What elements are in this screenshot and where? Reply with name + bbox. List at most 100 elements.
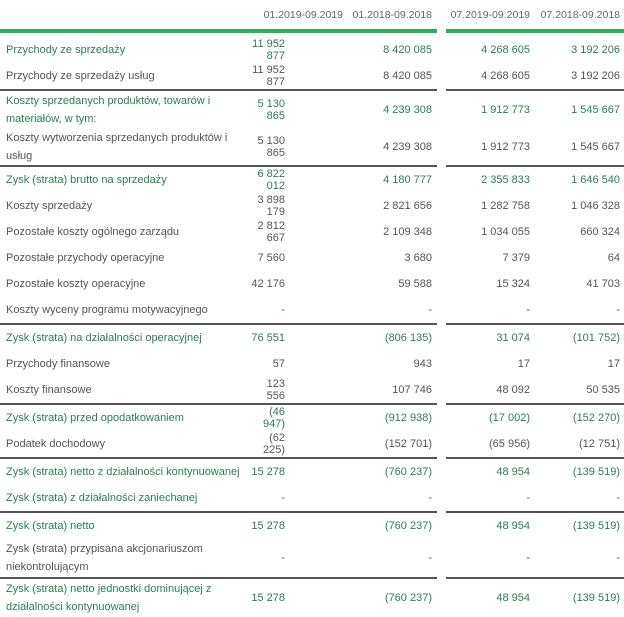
value-cell: -	[446, 297, 533, 325]
value-cell: (912 938)	[384, 412, 432, 424]
value-cell: (17 002)	[489, 412, 530, 424]
value-cell: 48 092	[446, 377, 533, 405]
value-cell: 8 420 085	[383, 44, 432, 56]
table-row: Koszty sprzedanych produktów, towarów i …	[0, 90, 624, 129]
table-row: Przychody ze sprzedaży usług 11 952 877 8 …	[0, 63, 624, 91]
value-cell: 50 535	[533, 377, 624, 405]
value-cell: (62 225)	[250, 431, 345, 459]
column-header: 01.2018-09.2018	[345, 0, 437, 33]
row-label: Pozostałe przychody operacyjne	[6, 252, 165, 264]
value-cell: (139 519)	[572, 520, 620, 532]
value-cell: 8 420 085	[345, 63, 437, 91]
row-label: Zysk (strata) netto	[6, 520, 95, 532]
value-cell: (46 947)	[262, 406, 285, 430]
value-cell: (139 519)	[572, 592, 620, 604]
value-cell: (760 237)	[384, 520, 432, 532]
row-label: Zysk (strata) netto z działalności konty…	[6, 466, 240, 478]
row-label: Zysk (strata) na działalności operacyjne…	[6, 332, 202, 344]
row-label: Zysk (strata) brutto na sprzedaży	[6, 174, 167, 186]
value-cell: 11 952 877	[252, 38, 285, 62]
value-cell: 4 180 777	[383, 174, 432, 186]
value-cell: 6 822 012	[257, 168, 285, 192]
value-cell: 15 278	[251, 592, 285, 604]
value-cell: 64	[607, 252, 620, 264]
value-cell: 48 954	[496, 520, 530, 532]
value-cell: 4 268 605	[446, 63, 533, 91]
value-cell: 31 074	[496, 332, 530, 344]
value-cell: -	[533, 297, 624, 325]
table-row: Przychody ze sprzedaży 11 952 877 8 420 08…	[0, 31, 624, 63]
value-cell: 7 379	[502, 252, 530, 264]
value-cell: 15 278	[251, 520, 285, 532]
table-row: Pozostałe koszty operacyjne 42 176 59 588 1…	[0, 271, 624, 297]
value-cell: 123 556	[250, 377, 345, 405]
value-cell: -	[446, 539, 533, 579]
value-cell: 41 703	[586, 278, 620, 290]
value-cell: (65 956)	[446, 431, 533, 459]
value-cell: 1 646 540	[571, 174, 620, 186]
row-label: Koszty sprzedaży	[6, 200, 93, 212]
row-label: Zysk (strata) netto jednostki dominujące…	[6, 583, 212, 613]
value-cell: (152 701)	[345, 431, 437, 459]
table-row: Zysk (strata) przypisana akcjonariuszom …	[0, 539, 624, 579]
row-label: Przychody finansowe	[6, 358, 110, 370]
table-row: Koszty sprzedaży 3 898 179 2 821 656 1 282 …	[0, 193, 624, 219]
value-cell: (152 270)	[572, 412, 620, 424]
table-row: Pozostałe przychody operacyjne 7 560 3 680…	[0, 245, 624, 271]
value-cell: (12 751)	[533, 431, 624, 459]
value-cell: -	[345, 485, 437, 513]
row-label: Koszty sprzedanych produktów, towarów i …	[6, 95, 211, 125]
table-row: Przychody finansowe 57 943 17 17	[0, 351, 624, 377]
value-cell: 15 324	[496, 278, 530, 290]
value-cell: -	[446, 485, 533, 513]
table-row: Koszty wyceny programu motywacyjnego - - - -	[0, 297, 624, 325]
value-cell: -	[345, 539, 437, 579]
value-cell: (806 135)	[384, 332, 432, 344]
table-row: Podatek dochodowy (62 225) (152 701) (65 95…	[0, 431, 624, 459]
row-label: Koszty finansowe	[0, 377, 250, 405]
value-cell: 2 355 833	[481, 174, 530, 186]
table-row: Zysk (strata) brutto na sprzedaży 6 822 0…	[0, 166, 624, 193]
value-cell: 1 912 773	[481, 104, 530, 116]
table-row: Zysk (strata) z działalności zaniechanej…	[0, 485, 624, 513]
value-cell: (760 237)	[384, 466, 432, 478]
value-cell: 1 046 328	[571, 200, 620, 212]
value-cell: 1 282 758	[481, 200, 530, 212]
value-cell: 17	[517, 358, 530, 370]
value-cell: -	[533, 485, 624, 513]
value-cell: 1 912 773	[446, 129, 533, 167]
row-label: Koszty wytworzenia sprzedanych produktów…	[0, 129, 250, 167]
value-cell: 1 545 667	[571, 104, 620, 116]
value-cell: 42 176	[251, 278, 285, 290]
header-label-cell	[0, 0, 250, 33]
table-row: Zysk (strata) netto 15 278 (760 237) 48 954…	[0, 512, 624, 539]
value-cell: 107 746	[345, 377, 437, 405]
value-cell: 660 324	[580, 226, 620, 238]
value-cell: 2 109 348	[383, 226, 432, 238]
value-cell: 3 680	[404, 252, 432, 264]
value-cell: 2 812 667	[257, 220, 285, 244]
header-row: 01.2019-09.2019 01.2018-09.2018 07.2019-…	[0, 0, 624, 33]
value-cell: -	[250, 485, 345, 513]
column-header: 01.2019-09.2019	[250, 0, 345, 33]
row-label: Przychody ze sprzedaży usług	[0, 63, 250, 91]
value-cell: 5 130 865	[250, 129, 345, 167]
column-header: 07.2019-09.2019	[446, 0, 533, 33]
value-cell: 7 560	[257, 252, 285, 264]
table-row: Pozostałe koszty ogólnego zarządu 2 812 6…	[0, 219, 624, 245]
value-cell: (760 237)	[384, 592, 432, 604]
value-cell: 48 954	[496, 592, 530, 604]
value-cell: 3 898 179	[257, 194, 285, 218]
table-row: Zysk (strata) netto z działalności konty…	[0, 458, 624, 485]
row-label: Przychody ze sprzedaży	[6, 44, 126, 56]
value-cell: 4 268 605	[481, 44, 530, 56]
table-row: Zysk (strata) na działalności operacyjne…	[0, 324, 624, 351]
value-cell: 2 821 656	[383, 200, 432, 212]
value-cell: (139 519)	[572, 466, 620, 478]
value-cell: -	[250, 297, 345, 325]
row-label: Pozostałe koszty ogólnego zarządu	[6, 226, 180, 238]
value-cell: -	[250, 539, 345, 579]
value-cell: 5 130 865	[257, 98, 285, 122]
table-row: Zysk (strata) netto jednostki dominujące…	[0, 578, 624, 617]
